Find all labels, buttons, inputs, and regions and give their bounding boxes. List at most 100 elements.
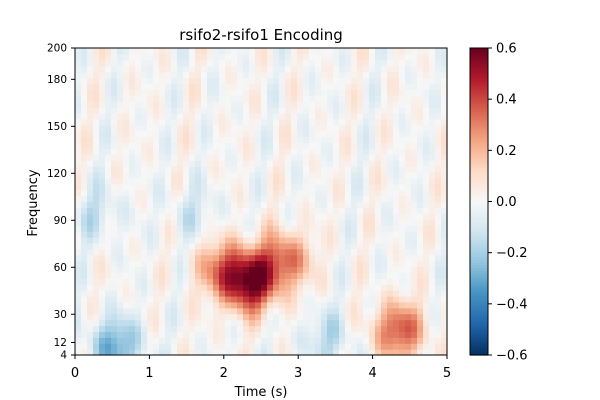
heatmap-cell	[171, 254, 178, 262]
heatmap-cell	[315, 236, 322, 244]
heatmap-cell	[363, 260, 370, 268]
heatmap-cell	[249, 89, 256, 96]
heatmap-cell	[369, 295, 376, 303]
heatmap-cell	[291, 254, 298, 262]
heatmap-cell	[201, 337, 208, 344]
colorbar-segment	[470, 311, 488, 315]
heatmap-cell	[333, 130, 340, 138]
heatmap-cell	[363, 154, 370, 161]
heatmap-cell	[369, 301, 376, 309]
heatmap-cell	[351, 130, 358, 138]
heatmap-cell	[417, 136, 424, 144]
heatmap-cell	[225, 213, 232, 220]
heatmap-cell	[231, 349, 238, 356]
heatmap-cell	[279, 48, 286, 55]
heatmap-cell	[99, 219, 106, 226]
heatmap-cell	[165, 183, 172, 191]
heatmap-cell	[105, 284, 112, 291]
heatmap-cell	[441, 331, 448, 338]
heatmap-cell	[201, 195, 208, 203]
heatmap-cell	[279, 160, 286, 167]
heatmap-cell	[195, 124, 202, 132]
heatmap-cell	[339, 266, 346, 273]
heatmap-cell	[315, 301, 322, 309]
heatmap-cell	[441, 213, 448, 220]
heatmap-cell	[225, 112, 232, 120]
heatmap-cell	[441, 301, 448, 309]
heatmap-cell	[387, 225, 394, 232]
heatmap-cell	[309, 242, 316, 250]
heatmap-cell	[393, 83, 400, 90]
heatmap-cell	[219, 307, 226, 315]
heatmap-cell	[393, 65, 400, 73]
heatmap-cell	[309, 160, 316, 167]
heatmap-cell	[75, 83, 82, 90]
heatmap-cell	[423, 307, 430, 315]
heatmap-cell	[153, 48, 160, 55]
heatmap-cell	[309, 195, 316, 203]
heatmap-cell	[213, 319, 220, 327]
heatmap-cell	[399, 83, 406, 90]
heatmap-cell	[441, 272, 448, 279]
heatmap-cell	[81, 148, 88, 155]
heatmap-cell	[363, 136, 370, 144]
heatmap-cell	[399, 295, 406, 303]
heatmap-cell	[357, 107, 364, 114]
heatmap-cell	[393, 236, 400, 244]
heatmap-cell	[417, 325, 424, 332]
heatmap-cell	[399, 53, 406, 61]
heatmap-cell	[219, 231, 226, 238]
heatmap-cell	[351, 236, 358, 244]
heatmap-cell	[423, 95, 430, 102]
heatmap-cell	[243, 48, 250, 55]
heatmap-cell	[105, 154, 112, 161]
heatmap-cell	[177, 248, 184, 256]
heatmap-cell	[321, 242, 328, 250]
heatmap-cell	[345, 77, 352, 85]
heatmap-cell	[357, 290, 364, 297]
heatmap-cell	[267, 101, 274, 108]
heatmap-cell	[267, 266, 274, 273]
heatmap-cell	[195, 160, 202, 167]
heatmap-cell	[177, 225, 184, 232]
heatmap-cell	[417, 124, 424, 132]
heatmap-cell	[375, 290, 382, 297]
heatmap-cell	[297, 248, 304, 256]
heatmap-cell	[369, 130, 376, 138]
heatmap-cell	[171, 343, 178, 350]
heatmap-cell	[321, 301, 328, 309]
heatmap-cell	[261, 225, 268, 232]
heatmap-cell	[159, 154, 166, 161]
heatmap-cell	[219, 213, 226, 220]
heatmap-cell	[285, 242, 292, 250]
heatmap-cell	[381, 242, 388, 250]
heatmap-cell	[363, 225, 370, 232]
colorbar-segment	[470, 60, 488, 64]
heatmap-cell	[117, 313, 124, 321]
heatmap-cell	[207, 307, 214, 315]
heatmap-cell	[105, 77, 112, 85]
heatmap-cell	[255, 89, 262, 96]
heatmap-cell	[249, 95, 256, 102]
heatmap-cell	[183, 77, 190, 85]
heatmap-cell	[375, 319, 382, 327]
heatmap-cell	[423, 130, 430, 138]
heatmap-cell	[249, 290, 256, 297]
heatmap-cell	[207, 248, 214, 256]
heatmap-cell	[441, 101, 448, 108]
heatmap-cell	[363, 236, 370, 244]
heatmap-cell	[429, 319, 436, 327]
heatmap-cell	[345, 160, 352, 167]
heatmap-cell	[261, 254, 268, 262]
heatmap-cell	[417, 248, 424, 256]
heatmap-cell	[357, 59, 364, 67]
heatmap-cell	[393, 213, 400, 220]
heatmap-cell	[381, 183, 388, 191]
heatmap-cell	[267, 65, 274, 73]
heatmap-cell	[99, 331, 106, 338]
heatmap-cell	[387, 130, 394, 138]
heatmap-cell	[171, 166, 178, 173]
heatmap-cell	[237, 349, 244, 356]
heatmap-cell	[159, 89, 166, 96]
heatmap-cell	[261, 142, 268, 149]
